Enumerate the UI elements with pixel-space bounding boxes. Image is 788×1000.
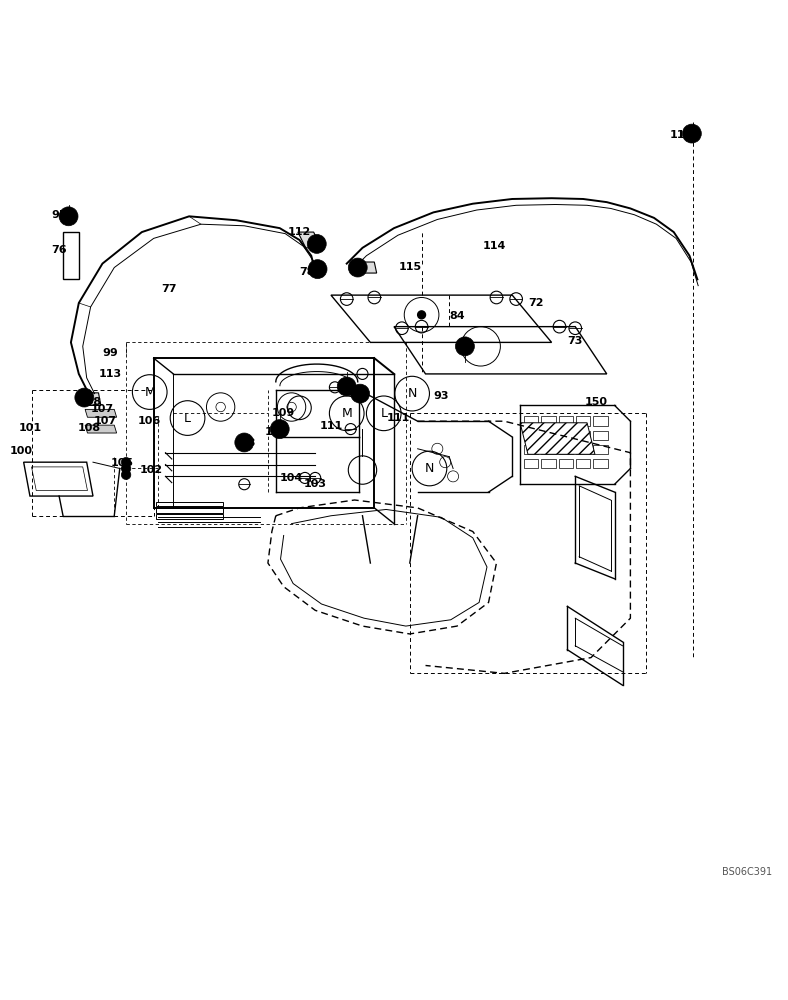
- Circle shape: [682, 124, 701, 143]
- Bar: [576, 416, 590, 426]
- Bar: [156, 514, 223, 519]
- Bar: [559, 431, 573, 440]
- Polygon shape: [298, 232, 322, 248]
- Text: 95: 95: [51, 210, 67, 220]
- Text: 93: 93: [240, 438, 256, 448]
- Text: 112: 112: [288, 227, 311, 237]
- Text: 107: 107: [93, 416, 117, 426]
- Polygon shape: [85, 425, 117, 433]
- Circle shape: [307, 234, 326, 253]
- Text: 77: 77: [162, 284, 177, 294]
- Text: 102: 102: [139, 465, 163, 475]
- Text: 106: 106: [138, 416, 162, 426]
- Bar: [559, 459, 573, 468]
- Circle shape: [121, 464, 131, 473]
- Bar: [524, 416, 538, 426]
- Bar: [593, 445, 608, 454]
- Bar: [524, 445, 538, 454]
- Circle shape: [235, 433, 254, 452]
- Text: 85: 85: [457, 341, 473, 351]
- Text: 78: 78: [299, 267, 315, 277]
- Circle shape: [59, 207, 78, 226]
- Polygon shape: [520, 423, 595, 454]
- Circle shape: [455, 337, 474, 356]
- Text: 107: 107: [91, 404, 114, 414]
- Circle shape: [337, 377, 356, 396]
- Bar: [593, 459, 608, 468]
- Text: 76: 76: [51, 245, 67, 255]
- Text: 114: 114: [483, 241, 507, 251]
- Bar: [541, 459, 556, 468]
- Text: 73: 73: [567, 336, 583, 346]
- Text: 111: 111: [386, 413, 410, 423]
- Text: 75: 75: [339, 385, 355, 395]
- Bar: [593, 416, 608, 426]
- Circle shape: [75, 388, 94, 407]
- Bar: [524, 431, 538, 440]
- Bar: [559, 445, 573, 454]
- Text: N: N: [425, 462, 434, 475]
- Text: 109: 109: [272, 408, 296, 418]
- Bar: [576, 459, 590, 468]
- Text: 105: 105: [110, 458, 134, 468]
- Bar: [541, 431, 556, 440]
- Text: 78: 78: [307, 243, 323, 253]
- Bar: [559, 416, 573, 426]
- Text: 93: 93: [433, 391, 449, 401]
- Circle shape: [418, 311, 426, 319]
- Bar: [576, 445, 590, 454]
- Text: 84: 84: [449, 311, 465, 321]
- Text: 100: 100: [9, 446, 33, 456]
- Circle shape: [121, 457, 131, 467]
- Text: 99: 99: [102, 348, 118, 358]
- Text: 110: 110: [264, 427, 288, 437]
- Circle shape: [348, 258, 367, 277]
- Text: L: L: [381, 407, 387, 420]
- Text: 101: 101: [18, 423, 42, 433]
- Text: 111: 111: [319, 421, 343, 431]
- Text: BS06C391: BS06C391: [722, 867, 772, 877]
- Text: 115: 115: [670, 130, 693, 140]
- Text: 150: 150: [584, 397, 608, 407]
- Bar: [541, 445, 556, 454]
- Text: L: L: [184, 412, 191, 425]
- Bar: [593, 431, 608, 440]
- Circle shape: [121, 470, 131, 480]
- Text: 113: 113: [98, 369, 122, 379]
- Polygon shape: [85, 409, 117, 417]
- Bar: [524, 459, 538, 468]
- Text: M: M: [144, 386, 155, 399]
- Text: 115: 115: [398, 262, 422, 272]
- Text: 104: 104: [280, 473, 303, 483]
- Circle shape: [270, 420, 289, 439]
- Bar: [541, 416, 556, 426]
- Circle shape: [351, 384, 370, 403]
- Text: 103: 103: [303, 479, 327, 489]
- Bar: [156, 502, 223, 506]
- Bar: [576, 431, 590, 440]
- Polygon shape: [355, 262, 377, 273]
- Circle shape: [308, 260, 327, 279]
- Text: N: N: [407, 387, 417, 400]
- Text: 72: 72: [528, 298, 544, 308]
- Text: M: M: [341, 407, 352, 420]
- Text: 108: 108: [79, 397, 102, 407]
- Polygon shape: [79, 393, 101, 405]
- Text: 108: 108: [77, 423, 101, 433]
- Bar: [156, 508, 223, 513]
